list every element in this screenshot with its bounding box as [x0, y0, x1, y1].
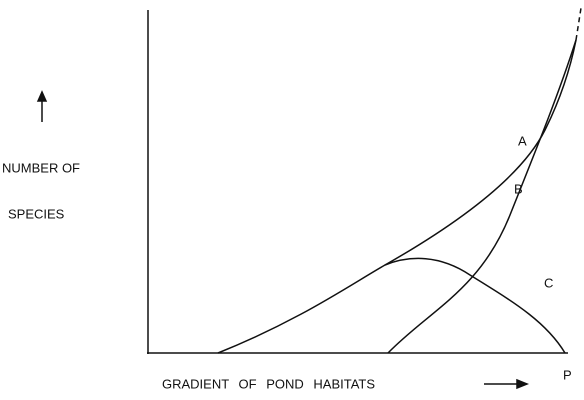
- curve-b: [387, 39, 577, 354]
- curve-label: B: [514, 181, 523, 196]
- right-arrow-head: [516, 378, 530, 390]
- curve-label: C: [544, 275, 553, 290]
- x-axis-label: GRADIENT OF POND HABITATS: [162, 376, 375, 391]
- up-arrow-head: [36, 90, 48, 102]
- curve-a-extension: [575, 7, 582, 41]
- curve-label: A: [518, 133, 527, 148]
- end-label: P: [563, 367, 572, 382]
- y-axis-label: SPECIES: [8, 206, 65, 221]
- y-axis-label: NUMBER OF: [2, 160, 80, 175]
- curve-a: [217, 39, 577, 354]
- curve-c: [384, 257, 566, 354]
